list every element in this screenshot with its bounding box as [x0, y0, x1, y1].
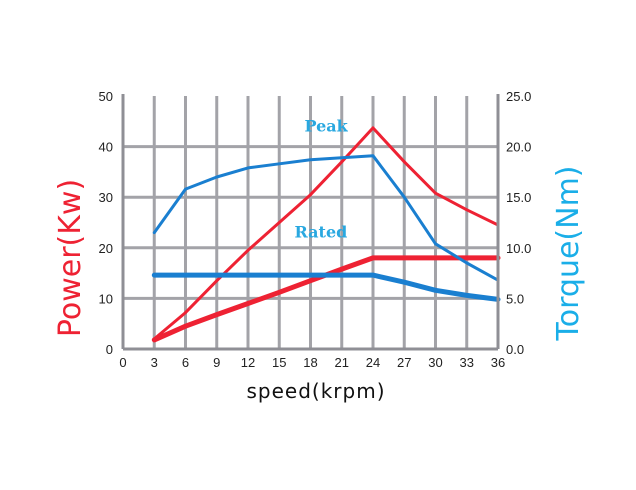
series-line-right-thin — [152, 154, 500, 282]
y-right-tick-label: 20.0 — [506, 140, 531, 155]
y-right-tick-label: 10.0 — [506, 241, 531, 256]
y-axis-right-label: Torque(Nm) — [551, 166, 586, 342]
annotations: Peak Rated — [295, 116, 349, 241]
x-tick-label: 6 — [182, 355, 189, 370]
y-left-tick-label: 50 — [99, 89, 113, 104]
y-left-tick-label: 0 — [106, 342, 113, 357]
y-right-tick-label: 25.0 — [506, 89, 531, 104]
y-right-tick-label: 5.0 — [506, 291, 524, 306]
x-tick-label: 36 — [491, 355, 505, 370]
tick-labels: 0 3 6 9 12 15 18 21 24 27 30 33 36010203040500.05.01… — [99, 89, 532, 370]
x-tick-label: 12 — [241, 355, 255, 370]
x-tick-label: 30 — [428, 355, 442, 370]
axes — [121, 94, 500, 351]
x-tick-label: 33 — [460, 355, 474, 370]
x-axis-label: speed(krpm) — [246, 379, 385, 403]
y-left-tick-label: 20 — [99, 241, 113, 256]
y-left-tick-label: 40 — [99, 140, 113, 155]
x-tick-label: 3 — [151, 355, 158, 370]
series-lines — [151, 126, 501, 343]
x-tick-label: 9 — [213, 355, 220, 370]
series-line-left-thin — [152, 126, 500, 341]
x-tick-label: 21 — [335, 355, 349, 370]
x-tick-label: 0 — [119, 355, 126, 370]
y-right-tick-label: 15.0 — [506, 190, 531, 205]
y-axis-left-label: Power(Kw) — [53, 179, 88, 337]
y-right-tick-label: 0.0 — [506, 342, 524, 357]
x-tick-label: 24 — [366, 355, 380, 370]
y-left-tick-label: 30 — [99, 190, 113, 205]
x-tick-label: 15 — [272, 355, 286, 370]
annotation-label: Peak — [305, 116, 349, 135]
series-line-right-thick — [151, 272, 501, 302]
x-tick-label: 18 — [303, 355, 317, 370]
annotation-label: Rated — [295, 223, 348, 242]
x-tick-label: 27 — [397, 355, 411, 370]
y-left-tick-label: 10 — [99, 291, 113, 306]
